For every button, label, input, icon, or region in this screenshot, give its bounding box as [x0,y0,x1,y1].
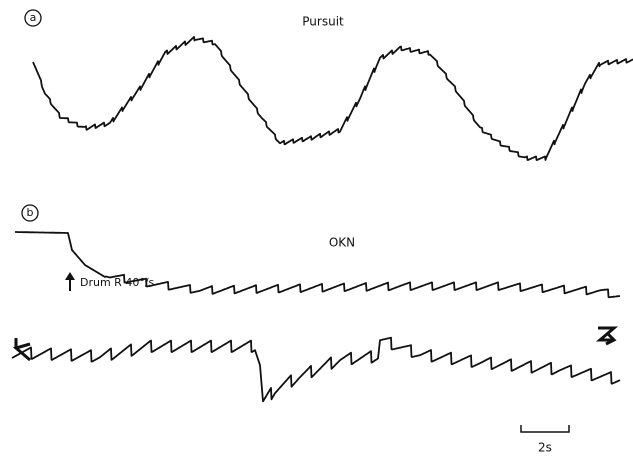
panel-circle [21,204,39,222]
stimulus-arrowhead [65,272,75,280]
panel-label: b [27,206,34,219]
panel-title: OKN [329,236,355,250]
stimulus-label: Drum R 40°/s [80,276,155,289]
panel-label: a [30,11,37,24]
pursuit-trace [32,36,633,161]
scale-bar [520,425,570,433]
direction-arrow [595,326,619,346]
scale-label: 2s [538,441,552,455]
direction-arrow [12,338,31,362]
panel-circle [24,9,42,27]
okn-trace [11,336,621,403]
okn-trace [15,231,621,299]
panel-title: Pursuit [302,15,344,29]
